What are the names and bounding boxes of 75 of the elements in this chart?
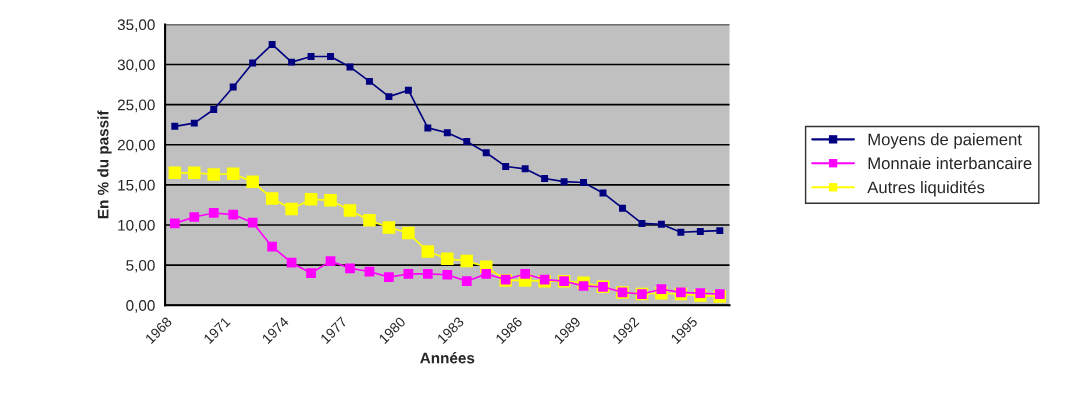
y-tick-label: 20,00 xyxy=(117,139,155,153)
point xyxy=(306,268,316,279)
point xyxy=(210,106,218,113)
y-tick-label: 25,00 xyxy=(117,99,155,113)
y-tick-label: 5,00 xyxy=(126,260,155,273)
point xyxy=(365,77,373,85)
point xyxy=(343,204,357,217)
point xyxy=(541,175,549,182)
point xyxy=(324,193,337,207)
y-tick-label: 10,00 xyxy=(118,219,155,233)
point xyxy=(481,269,492,279)
point xyxy=(463,138,471,146)
point xyxy=(638,219,646,227)
point xyxy=(226,167,240,180)
point xyxy=(520,269,531,279)
y-tick-label: 15,00 xyxy=(118,179,155,193)
point xyxy=(189,212,200,222)
point xyxy=(304,193,318,206)
point xyxy=(482,149,490,157)
point xyxy=(578,281,589,291)
point xyxy=(249,59,257,67)
point xyxy=(657,220,665,228)
legend-label: Moyens de paiement xyxy=(868,133,1022,149)
point xyxy=(441,252,454,265)
point xyxy=(716,227,724,235)
point xyxy=(247,217,258,228)
point xyxy=(404,86,412,94)
point xyxy=(267,241,277,252)
point xyxy=(521,165,529,173)
point xyxy=(385,93,393,101)
point xyxy=(265,192,279,205)
point xyxy=(307,53,315,60)
point xyxy=(208,208,219,218)
point xyxy=(246,175,259,188)
point xyxy=(402,226,415,240)
point xyxy=(502,162,510,170)
point xyxy=(171,122,179,130)
point xyxy=(188,166,201,180)
point xyxy=(384,272,394,283)
point xyxy=(327,53,334,60)
point xyxy=(190,119,198,127)
point xyxy=(288,58,296,66)
point xyxy=(207,168,220,181)
point xyxy=(403,269,414,279)
point xyxy=(677,228,685,236)
point xyxy=(580,179,588,186)
point xyxy=(325,256,336,266)
point xyxy=(345,263,355,274)
point xyxy=(286,257,297,268)
point xyxy=(461,276,472,287)
point xyxy=(228,209,239,220)
point xyxy=(460,254,474,268)
point xyxy=(424,124,432,132)
y-tick-label: 35,00 xyxy=(117,19,155,32)
point xyxy=(363,213,376,227)
point xyxy=(422,269,433,279)
point xyxy=(443,129,451,137)
y-tick-label: 0,00 xyxy=(126,300,155,313)
point xyxy=(442,269,453,280)
point xyxy=(382,221,396,234)
y-axis-title: En % du passif xyxy=(97,110,112,219)
point xyxy=(560,178,568,186)
point xyxy=(285,202,298,216)
point xyxy=(421,245,435,258)
point xyxy=(619,204,626,212)
point xyxy=(169,218,180,229)
point xyxy=(696,227,704,235)
point xyxy=(168,166,182,180)
point xyxy=(268,41,276,48)
point xyxy=(656,284,667,295)
y-tick-label: 30,00 xyxy=(117,59,155,73)
legend-label: Autres liquidités xyxy=(867,180,985,197)
legend-label: Monnaie interbancaire xyxy=(868,156,1032,170)
x-axis-title: Années xyxy=(420,352,475,364)
point xyxy=(714,289,725,299)
